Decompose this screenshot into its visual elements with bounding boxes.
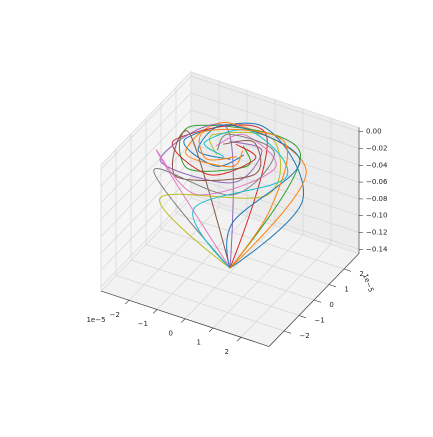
x-tick-label: 2 — [225, 348, 229, 356]
grid-line — [130, 259, 300, 316]
z-tick-label: −0.08 — [366, 195, 387, 203]
grid-line — [190, 109, 360, 166]
z-tick-label: 0.00 — [366, 128, 382, 136]
x-tick-label: −2 — [110, 311, 120, 319]
curve — [178, 124, 301, 269]
tick-mark — [343, 268, 352, 272]
tick-mark — [328, 284, 337, 288]
y-axis-line — [268, 253, 360, 347]
z-tick-label: −0.06 — [366, 178, 388, 186]
z-tick-label: −0.14 — [366, 245, 388, 253]
z-tick-label: −0.02 — [366, 145, 387, 153]
grid-line — [100, 176, 192, 271]
grid-line — [145, 244, 315, 301]
z-tick-label: −0.04 — [366, 161, 388, 169]
grid-line — [100, 92, 192, 187]
grid-line — [160, 228, 330, 285]
z-tick-label: −0.10 — [366, 212, 387, 220]
y-tick-label: −1 — [314, 317, 324, 325]
curve — [197, 124, 301, 269]
grid-line — [100, 193, 192, 288]
tick-mark — [237, 337, 242, 342]
y-tick-label: 0 — [329, 301, 333, 309]
grid-line — [190, 126, 360, 183]
grid-line — [175, 213, 345, 270]
tick-mark — [283, 330, 292, 334]
tick-mark — [298, 315, 307, 319]
tick-mark — [125, 300, 130, 305]
grid-line — [100, 75, 192, 170]
curve — [155, 133, 277, 269]
z-tick-label: −0.12 — [366, 229, 387, 237]
tick-mark — [313, 299, 322, 303]
grid-line — [190, 176, 360, 233]
curve — [183, 122, 305, 269]
y-tick-label: −2 — [299, 332, 309, 340]
grid-line — [190, 75, 360, 133]
grid-line — [100, 126, 192, 220]
grid-line — [100, 109, 192, 204]
x-tick-label: −1 — [138, 320, 148, 328]
x-tick-label: 1 — [197, 339, 201, 347]
grid-line — [190, 143, 360, 200]
curve — [192, 129, 289, 269]
tick-mark — [153, 309, 158, 314]
grid-line — [100, 143, 192, 237]
y-tick-label: 1 — [344, 286, 348, 294]
x-offset-label: 1e−5 — [86, 316, 105, 324]
y-tick-label: 2 — [359, 270, 363, 278]
tick-mark — [181, 318, 186, 323]
curve — [185, 122, 307, 269]
curve — [159, 131, 282, 269]
grid-line — [115, 275, 285, 332]
x-axis-line — [100, 290, 270, 347]
grid-line — [100, 159, 192, 254]
tick-mark — [209, 327, 214, 333]
grid-line — [190, 92, 360, 149]
curve — [198, 128, 289, 269]
x-tick-label: 0 — [169, 329, 173, 337]
